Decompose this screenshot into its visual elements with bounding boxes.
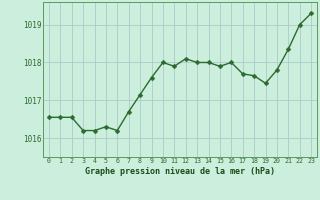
- X-axis label: Graphe pression niveau de la mer (hPa): Graphe pression niveau de la mer (hPa): [85, 167, 275, 176]
